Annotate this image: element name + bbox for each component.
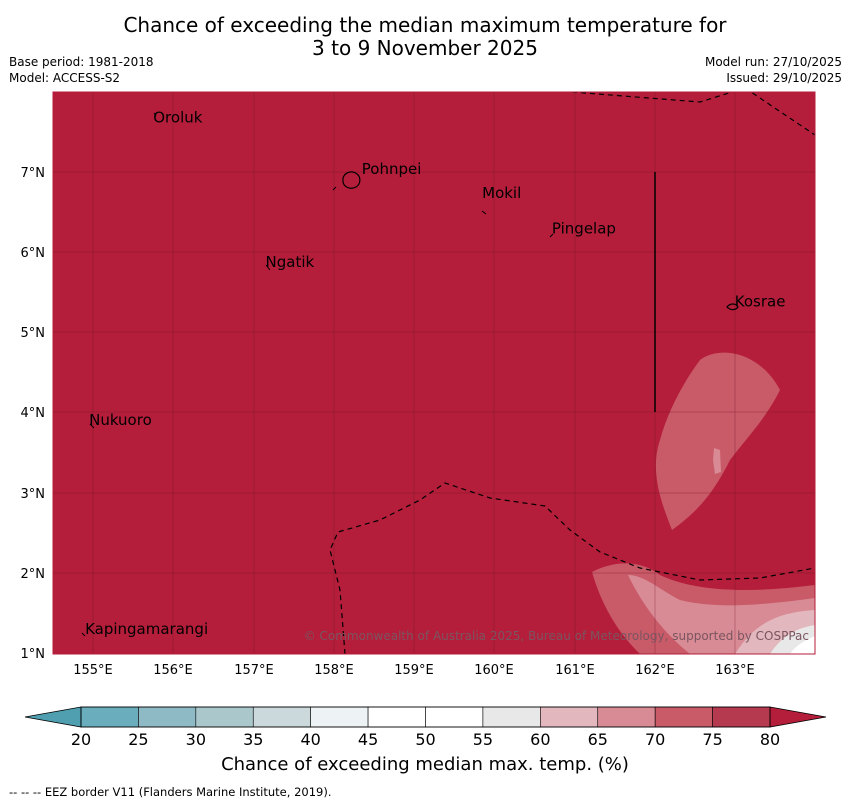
pohnpei-island-outline	[342, 171, 361, 189]
lat-label: 5°N	[21, 326, 46, 341]
lon-label: 163°E	[715, 663, 755, 678]
colorbar-tick-label: 80	[760, 730, 780, 749]
longitude-axis: 155°E 156°E 157°E 158°E 159°E 160°E 161°…	[73, 663, 755, 678]
chart-title: Chance of exceeding the median maximum t…	[0, 14, 850, 60]
nukuoro-island-mark	[89, 423, 95, 429]
ant-atoll-mark	[332, 186, 337, 191]
colorbar-tick-label: 60	[530, 730, 550, 749]
colorbar-low-extension	[24, 706, 82, 728]
lon-label: 155°E	[73, 663, 113, 678]
lat-label: 2°N	[21, 567, 46, 582]
map-frame	[52, 91, 816, 655]
lon-label: 161°E	[555, 663, 595, 678]
colorbar-segment	[654, 706, 713, 728]
map-area: Oroluk Pohnpei Mokil Pingelap Ngatik Kosrae Nu…	[53, 92, 815, 654]
meta-right: Model run: 27/10/2025 Issued: 29/10/2025	[705, 54, 842, 86]
pingelap-island-mark	[549, 233, 554, 238]
place-label-pingelap: Pingelap	[552, 219, 616, 237]
colorbar-tick-label: 45	[358, 730, 378, 749]
title-line-2: 3 to 9 November 2025	[312, 36, 538, 60]
colorbar-tick-label: 75	[702, 730, 722, 749]
colorbar-segment	[138, 706, 197, 728]
colorbar-segment	[195, 706, 254, 728]
place-label-mokil: Mokil	[482, 184, 521, 202]
colorbar-tick-label: 30	[186, 730, 206, 749]
place-label-kapingamarangi: Kapingamarangi	[85, 620, 208, 638]
place-label-kosrae: Kosrae	[735, 292, 786, 310]
lat-label: 6°N	[21, 246, 46, 261]
issued-date: Issued: 29/10/2025	[726, 71, 842, 85]
colorbar: 20 25 30 35 40 45 50 55 60 65 70 75 80	[24, 706, 827, 749]
ngatik-island-mark	[265, 264, 271, 271]
colorbar-segment	[252, 706, 311, 728]
lat-label: 1°N	[21, 647, 46, 662]
lat-label: 4°N	[21, 406, 46, 421]
lat-label: 3°N	[21, 487, 46, 502]
eez-footnote: -- -- -- EEZ border V11 (Flanders Marine…	[9, 785, 332, 799]
model-run: Model run: 27/10/2025	[704, 55, 842, 69]
colorbar-tick-label: 25	[128, 730, 148, 749]
oroluk-island-mark	[153, 112, 157, 117]
colorbar-tick-label: 20	[71, 730, 91, 749]
place-label-oroluk: Oroluk	[153, 109, 202, 127]
colorbar-tick-label: 70	[645, 730, 665, 749]
colorbar-segment	[540, 706, 599, 728]
eez-borders	[329, 92, 815, 654]
place-label-ngatik: Ngatik	[266, 253, 315, 271]
place-label-pohnpei: Pohnpei	[362, 160, 422, 178]
lon-label: 160°E	[474, 663, 514, 678]
colorbar-segment	[80, 706, 139, 728]
colorbar-segment	[597, 706, 656, 728]
place-labels: Oroluk Pohnpei Mokil Pingelap Ngatik Kosrae Nu…	[85, 109, 785, 638]
contour-70-75-north	[655, 352, 780, 530]
contour-small-patch	[713, 448, 721, 474]
contour-45-55	[790, 636, 815, 654]
lat-label: 7°N	[21, 166, 46, 181]
lon-label: 159°E	[394, 663, 434, 678]
latitude-axis: 1°N 2°N 3°N 4°N 5°N 6°N 7°N	[21, 166, 46, 662]
lon-label: 156°E	[153, 663, 193, 678]
colorbar-tick-label: 55	[473, 730, 493, 749]
title-line-1: Chance of exceeding the median maximum t…	[123, 13, 727, 37]
colorbar-tick-label: 40	[300, 730, 320, 749]
colorbar-segment	[712, 706, 771, 728]
colorbar-tick-label: 50	[415, 730, 435, 749]
model-name: Model: ACCESS-S2	[9, 71, 121, 85]
copyright-notice: © Commonwealth of Australia 2025, Bureau…	[304, 629, 809, 643]
base-period: Base period: 1981-2018	[9, 55, 154, 69]
colorbar-segment	[310, 706, 369, 728]
kosrae-island-outline	[726, 303, 739, 311]
colorbar-segments	[80, 706, 771, 728]
colorbar-segment	[425, 706, 484, 728]
colorbar-high-extension	[769, 706, 827, 728]
colorbar-tick-label: 35	[243, 730, 263, 749]
colorbar-tick-label: 65	[588, 730, 608, 749]
colorbar-segment	[367, 706, 426, 728]
colorbar-ticks: 20 25 30 35 40 45 50 55 60 65 70 75 80	[71, 730, 780, 749]
mokil-island-mark	[481, 210, 487, 215]
colorbar-outline	[80, 706, 771, 728]
map-probability-field	[53, 92, 815, 654]
colorbar-title: Chance of exceeding median max. temp. (%…	[221, 754, 629, 775]
colorbar-segment	[482, 706, 541, 728]
gridlines	[53, 92, 815, 654]
lon-label: 158°E	[314, 663, 354, 678]
lon-label: 162°E	[635, 663, 675, 678]
meta-left: Base period: 1981-2018 Model: ACCESS-S2	[9, 54, 154, 86]
kapingamarangi-island-mark	[81, 632, 86, 637]
place-label-nukuoro: Nukuoro	[89, 411, 152, 429]
lon-label: 157°E	[234, 663, 274, 678]
